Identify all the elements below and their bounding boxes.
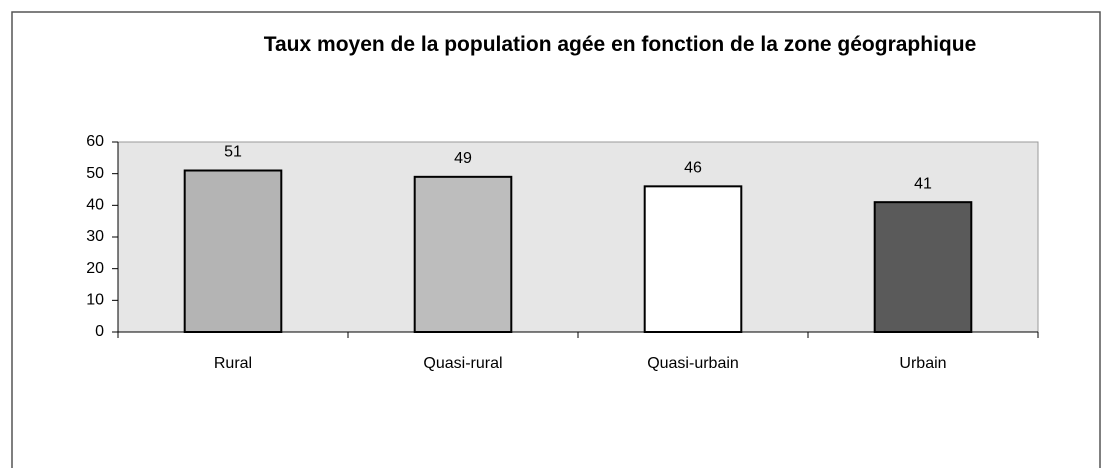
x-tick-label: Quasi-rural <box>423 355 502 372</box>
data-label: 46 <box>684 160 702 177</box>
bar <box>643 185 743 333</box>
bar <box>413 175 513 333</box>
y-tick-label: 40 <box>86 197 104 214</box>
x-tick-label: Urbain <box>899 355 946 372</box>
chart-title: Taux moyen de la population agée en fonc… <box>263 33 977 56</box>
data-label: 49 <box>454 150 472 167</box>
bar <box>873 201 973 333</box>
y-tick-label: 50 <box>86 165 104 182</box>
data-label: 41 <box>914 175 932 192</box>
y-tick-label: 20 <box>86 260 104 277</box>
x-tick-label: Quasi-urbain <box>647 355 739 372</box>
x-tick-label: Rural <box>214 355 252 372</box>
y-tick-label: 60 <box>86 133 104 150</box>
y-tick-label: 0 <box>95 323 104 340</box>
data-label: 51 <box>224 144 242 161</box>
y-tick-label: 10 <box>86 292 104 309</box>
y-tick-label: 30 <box>86 228 104 245</box>
bar <box>183 169 283 333</box>
x-ticks <box>117 332 1039 338</box>
